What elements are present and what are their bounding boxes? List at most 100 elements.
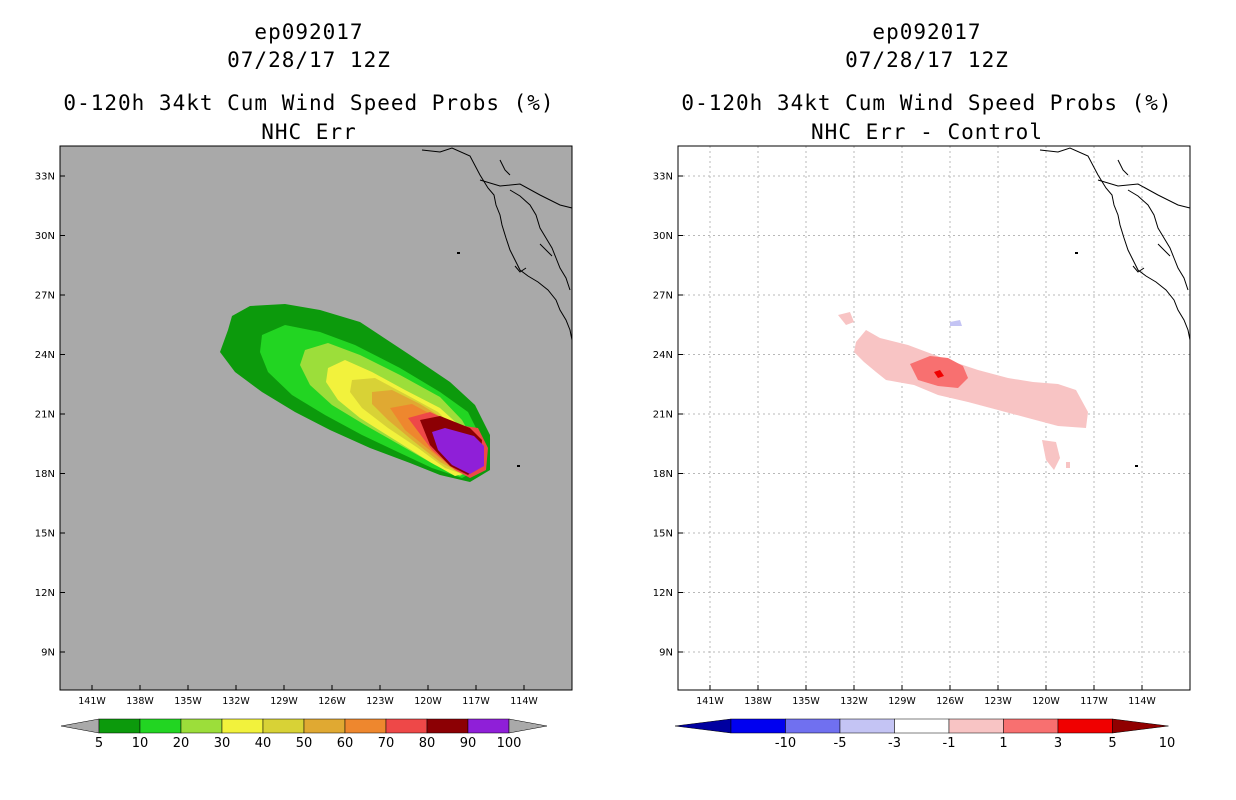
colorbar-label: 10 (132, 736, 149, 751)
lat-label: 15N (653, 529, 673, 540)
probability-contours (220, 304, 490, 482)
colorbar-label: 10 (1159, 736, 1176, 751)
colorbar-box (839, 718, 895, 734)
storm-id: ep092017 (872, 20, 982, 44)
colorbar-arrow-low (60, 718, 100, 734)
diff-1to3-dot (1066, 462, 1070, 468)
lon-label: 141W (696, 696, 724, 707)
colorbar-box (385, 718, 428, 734)
colorbar-label: 1 (999, 736, 1007, 751)
lat-label: 27N (653, 291, 673, 302)
left-map: 33N 30N 27N 24N 21N 18N 15N 12N 9N 141W 138W 135W 1… (35, 145, 573, 751)
lat-label: 24N (35, 350, 55, 361)
colorbar-label: 100 (497, 736, 522, 751)
lon-label: 126W (936, 696, 964, 707)
lon-label: 120W (1032, 696, 1060, 707)
colorbar-box (1003, 718, 1059, 734)
colorbar-box (426, 718, 469, 734)
lon-label: 123W (984, 696, 1012, 707)
difference-contours (838, 312, 1088, 470)
lat-label: 18N (35, 469, 55, 480)
lat-label: 27N (35, 291, 55, 302)
lon-label: 129W (888, 696, 916, 707)
lon-axis: 141W 138W 135W 132W 129W 126W 123W 120W 117W 114W (696, 685, 1156, 707)
colorbar-label: 80 (419, 736, 436, 751)
plot-area (678, 146, 1190, 690)
colorbar-box (785, 718, 841, 734)
lat-label: 9N (41, 648, 55, 659)
colorbar-box (730, 718, 786, 734)
colorbar-box (139, 718, 182, 734)
colorbar-label: 5 (95, 736, 103, 751)
chart-subtitle: NHC Err (261, 120, 357, 144)
left-panel: ep092017 07/28/17 12Z 0-120h 34kt Cum Wi… (35, 20, 573, 751)
lat-label: 33N (35, 172, 55, 183)
colorbar-label: -3 (888, 736, 901, 751)
lon-label: 126W (318, 696, 346, 707)
lon-label: 120W (414, 696, 442, 707)
diff-5to10 (934, 370, 944, 378)
lon-label: 132W (222, 696, 250, 707)
colorbar-label: -10 (775, 736, 796, 751)
lon-axis: 141W 138W 135W 132W 129W 126W 123W 120W 117W 114W (78, 685, 538, 707)
diff-neg (950, 320, 962, 326)
colorbar-box (894, 718, 950, 734)
coastline (1039, 147, 1191, 341)
lon-label: 117W (1080, 696, 1108, 707)
colorbar-label: 50 (296, 736, 313, 751)
lat-axis: 33N 30N 27N 24N 21N 18N 15N 12N 9N (653, 172, 683, 659)
lat-label: 12N (653, 588, 673, 599)
chart-title: 0-120h 34kt Cum Wind Speed Probs (%) (681, 91, 1173, 115)
diff-1to3 (854, 330, 1088, 428)
diff-1to3-west (838, 312, 854, 325)
colorbar-label: 40 (255, 736, 272, 751)
lat-label: 18N (653, 469, 673, 480)
colorbar-box (344, 718, 387, 734)
colorbar-box (303, 718, 346, 734)
chart-subtitle: NHC Err - Control (811, 120, 1043, 144)
lon-label: 132W (840, 696, 868, 707)
lat-axis: 33N 30N 27N 24N 21N 18N 15N 12N 9N (35, 172, 65, 659)
colorbar-label: 30 (214, 736, 231, 751)
coastline (421, 147, 573, 341)
lon-label: 129W (270, 696, 298, 707)
lon-label: 117W (462, 696, 490, 707)
colorbar-label: 90 (460, 736, 477, 751)
colorbar-arrow-high (1112, 718, 1169, 734)
colorbar-box (1057, 718, 1113, 734)
colorbar-box (221, 718, 264, 734)
colorbar-label: 3 (1054, 736, 1062, 751)
colorbar-label: 60 (337, 736, 354, 751)
colorbar-arrow-high (508, 718, 548, 734)
lon-label: 114W (1128, 696, 1156, 707)
colorbar-arrow-low (674, 718, 732, 734)
lat-label: 21N (35, 410, 55, 421)
storm-id: ep092017 (254, 20, 364, 44)
colorbar-box (467, 718, 510, 734)
datetime: 07/28/17 12Z (227, 48, 391, 72)
colorbar-box (948, 718, 1004, 734)
colorbar-box (262, 718, 305, 734)
colorbar: -10 -5 -3 -1 1 3 5 10 (674, 718, 1176, 751)
lon-label: 141W (78, 696, 106, 707)
lat-label: 33N (653, 172, 673, 183)
lon-label: 123W (366, 696, 394, 707)
colorbar-label: -1 (943, 736, 956, 751)
lon-label: 135W (174, 696, 202, 707)
lat-label: 12N (35, 588, 55, 599)
lat-label: 24N (653, 350, 673, 361)
lat-label: 30N (35, 231, 55, 242)
lat-label: 15N (35, 529, 55, 540)
colorbar-box (180, 718, 223, 734)
colorbar-label: 20 (173, 736, 190, 751)
lon-label: 138W (126, 696, 154, 707)
colorbar-label: 70 (378, 736, 395, 751)
colorbar: 5 10 20 30 40 50 60 70 80 90 100 (60, 718, 548, 751)
colorbar-box (98, 718, 141, 734)
lon-label: 135W (792, 696, 820, 707)
colorbar-label: 5 (1108, 736, 1116, 751)
lat-label: 21N (653, 410, 673, 421)
lon-label: 138W (744, 696, 772, 707)
chart-title: 0-120h 34kt Cum Wind Speed Probs (%) (63, 91, 555, 115)
